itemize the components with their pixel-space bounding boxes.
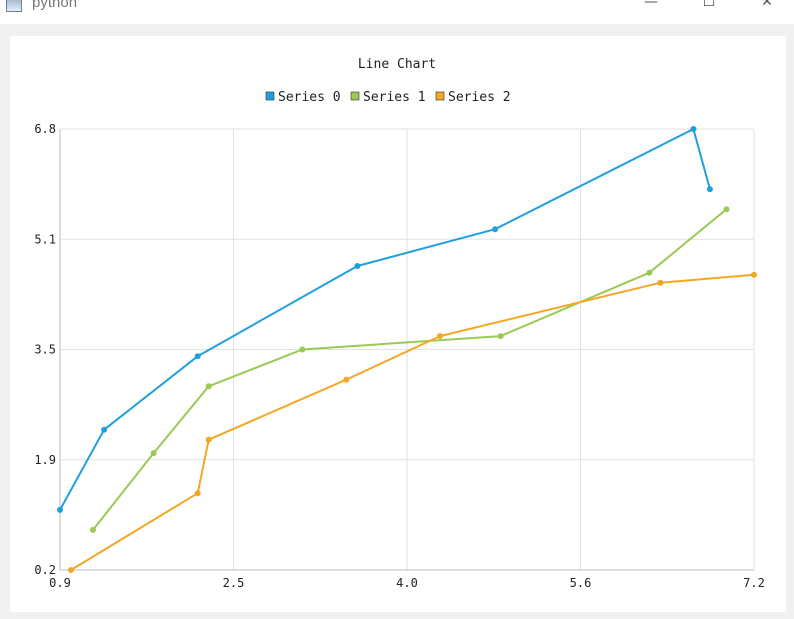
data-point [690, 126, 697, 132]
x-tick-label: 0.9 [49, 576, 71, 590]
data-point [723, 206, 730, 213]
close-icon: ✕ [761, 0, 773, 10]
legend-marker [350, 91, 360, 101]
data-point [205, 436, 212, 443]
data-point [492, 226, 499, 233]
y-tick-label: 3.5 [34, 343, 56, 357]
data-point [101, 426, 108, 433]
data-point [646, 269, 653, 276]
data-point [299, 346, 306, 353]
series-line [70, 273, 755, 571]
x-tick-label: 5.6 [570, 576, 592, 590]
series-layer [57, 126, 757, 573]
series-line [92, 208, 728, 531]
axes [59, 129, 754, 571]
x-tick-label: 2.5 [223, 576, 245, 590]
data-point [68, 567, 74, 573]
data-point [497, 333, 504, 340]
legend-label: Series 0 [278, 90, 341, 105]
minimize-icon: — [644, 0, 658, 10]
legend-label: Series 2 [448, 90, 511, 105]
data-point [194, 353, 201, 360]
data-point [90, 526, 96, 533]
minimize-button[interactable]: — [628, 0, 674, 16]
y-tick-label: 1.9 [34, 453, 56, 467]
series-1 [90, 206, 730, 533]
series-2 [68, 271, 757, 573]
data-point [437, 333, 443, 340]
y-tick-label: 5.1 [34, 232, 56, 246]
data-point [657, 279, 664, 286]
python-app-icon [6, 0, 22, 12]
y-tick-label: 6.8 [34, 122, 56, 136]
chart-title: Line Chart [358, 57, 436, 72]
data-point [205, 383, 212, 390]
data-point [343, 376, 350, 383]
tick-labels: 0.9 2.5 4.0 5.6 7.2 6.8 5.1 3.5 1.9 0.2 [34, 122, 765, 590]
data-point [706, 186, 713, 193]
x-tick-label: 4.0 [396, 576, 418, 590]
legend-label: Series 1 [363, 90, 426, 105]
close-button[interactable]: ✕ [744, 0, 790, 16]
x-tick-label: 7.2 [743, 576, 765, 590]
data-point [194, 490, 201, 497]
legend-marker [435, 91, 445, 101]
chart-view [10, 36, 786, 612]
maximize-icon: ☐ [702, 0, 716, 10]
y-tick-label: 0.2 [34, 563, 56, 577]
data-point [57, 506, 63, 513]
data-point [751, 271, 757, 278]
legend: Series 0 Series 1 Series 2 [265, 90, 511, 105]
series-0 [57, 126, 713, 513]
legend-marker [265, 91, 275, 101]
data-point [354, 263, 361, 269]
maximize-button[interactable]: ☐ [686, 0, 732, 16]
data-point [150, 450, 157, 457]
window-titlebar: python — ☐ ✕ [0, 0, 794, 24]
grid-lines [59, 128, 755, 571]
window-title: python [32, 0, 78, 11]
series-line [59, 128, 711, 511]
